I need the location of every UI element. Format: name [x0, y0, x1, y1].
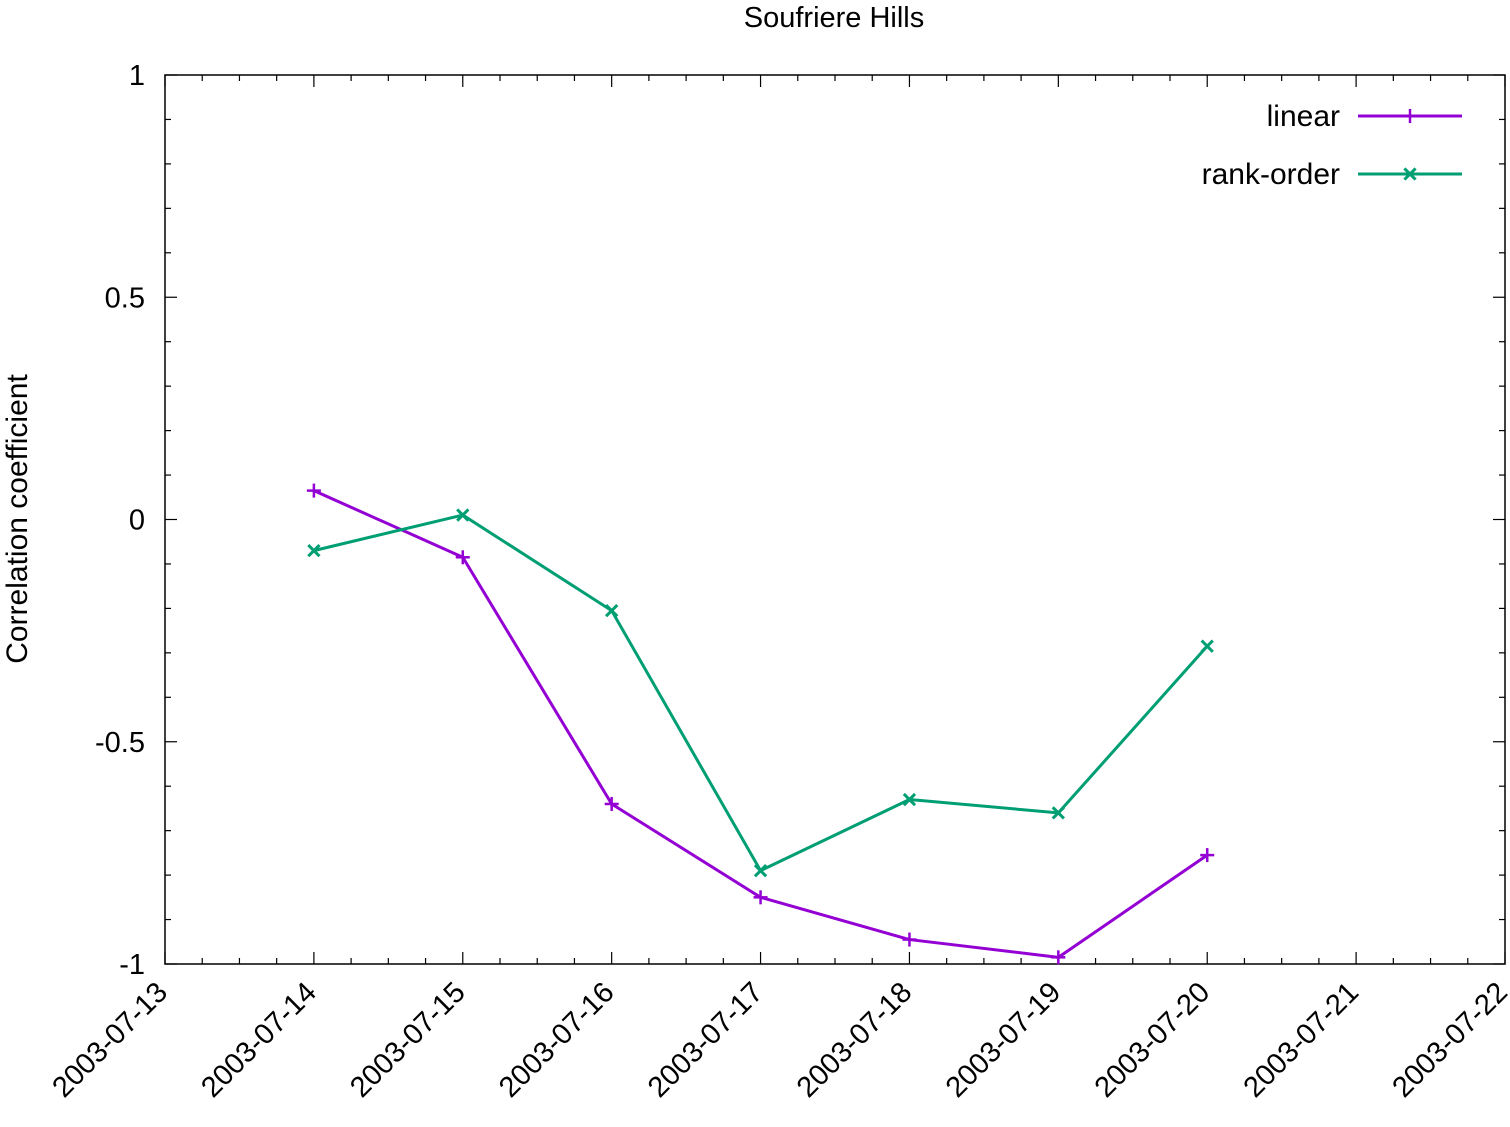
legend: linear rank-order [1202, 100, 1462, 191]
y-tick-label: -1 [119, 949, 145, 981]
x-tick-label: 2003-07-22 [1386, 976, 1510, 1104]
y-tick-label: 1 [129, 60, 145, 92]
plot-area [164, 74, 1506, 965]
y-axis-label: Correlation coefficient [1, 374, 34, 664]
x-tick-label: 2003-07-16 [493, 976, 621, 1104]
data-point-linear [902, 932, 917, 947]
series-line-linear [313, 489, 1209, 959]
data-point-linear [306, 483, 321, 498]
data-point-linear [455, 550, 470, 565]
data-point-rank-order [456, 508, 470, 522]
plot-frame [164, 74, 1506, 965]
series-line-rank-order [313, 513, 1209, 873]
data-point-linear [604, 796, 619, 811]
data-point-linear [1200, 848, 1215, 863]
x-tick-label: 2003-07-20 [1089, 976, 1217, 1104]
data-point-rank-order [1051, 806, 1065, 820]
data-point-rank-order [307, 543, 321, 558]
x-tick-label: 2003-07-17 [642, 976, 770, 1104]
x-tick-label: 2003-07-21 [1238, 976, 1366, 1104]
legend-marker [1403, 167, 1417, 181]
data-point-rank-order [605, 603, 619, 618]
x-ticks: 2003-07-13 2003-07-14 2003-07-15 2003-07-16… [46, 75, 1510, 1104]
legend-marker [1403, 109, 1417, 123]
data-point-linear [1051, 950, 1066, 965]
y-tick-label: 0 [129, 505, 145, 537]
legend-label: rank-order [1202, 158, 1340, 191]
data-point-rank-order [1200, 639, 1214, 653]
series-layer [306, 483, 1215, 965]
data-point-rank-order [753, 863, 768, 878]
y-tick-label: -0.5 [95, 727, 145, 759]
y-ticks: 1 0.5 0 -0.5 -1 [95, 60, 1505, 981]
x-tick-label: 2003-07-13 [46, 976, 174, 1104]
chart-title: Soufriere Hills [744, 2, 925, 34]
y-tick-label: 0.5 [105, 282, 145, 314]
legend-label: linear [1267, 100, 1340, 133]
x-tick-label: 2003-07-19 [940, 976, 1068, 1104]
x-tick-label: 2003-07-18 [791, 976, 919, 1104]
data-point-rank-order [902, 792, 917, 807]
data-point-linear [753, 890, 768, 905]
x-tick-label: 2003-07-15 [344, 976, 472, 1104]
x-tick-label: 2003-07-14 [195, 976, 323, 1104]
